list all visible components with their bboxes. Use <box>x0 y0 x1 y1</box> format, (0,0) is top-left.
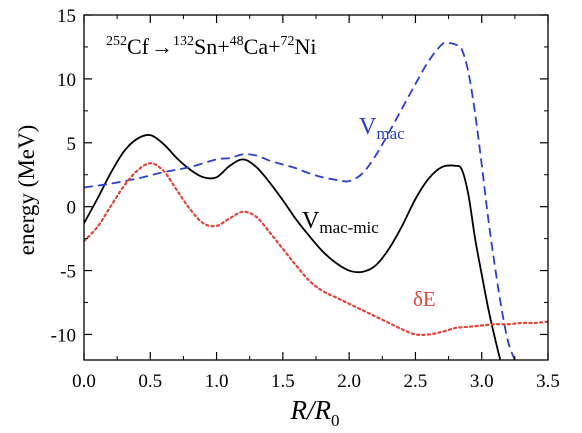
x-tick-label: 1.5 <box>271 371 295 392</box>
y-tick-label: 5 <box>67 134 77 155</box>
reaction-symbol-1: Cf <box>127 34 150 59</box>
axis-layer: 0.0 0.5 1.0 1.5 2.0 2.5 3.0 3.5 -10 -5 0 5 10 15 <box>51 6 560 392</box>
series-label-vmac-mic-sub: mac-mic <box>319 218 379 237</box>
reaction-symbol-2: Sn <box>194 34 217 59</box>
x-axis-title: R/R0 <box>290 395 340 430</box>
series-label-vmac-mic: Vmac-mic <box>302 208 379 237</box>
reaction-mass-3: 48 <box>230 34 244 49</box>
series-layer <box>84 41 548 360</box>
series-delta-e-line <box>84 162 548 337</box>
y-tick-label: 10 <box>57 70 76 91</box>
reaction-symbol-4: Ni <box>295 34 317 59</box>
series-label-vmac-main: V <box>359 114 377 140</box>
reaction-symbol-3: Ca <box>244 34 269 59</box>
reaction-plus-1: + <box>217 34 229 59</box>
reaction-arrow: → <box>151 34 173 59</box>
x-tick-label: 3.5 <box>536 371 560 392</box>
x-tick-label: 2.0 <box>337 371 361 392</box>
reaction-annotation: 252Cf→132Sn+48Ca+72Ni <box>106 34 317 59</box>
y-tick-label: 15 <box>57 6 76 27</box>
x-tick-label: 2.5 <box>404 371 428 392</box>
plot-frame <box>83 14 549 361</box>
series-vmac-mic-line <box>84 134 502 360</box>
x-tick-label: 0.5 <box>138 371 162 392</box>
x-axis-title-sub: 0 <box>331 411 340 430</box>
series-vmac-line <box>84 41 516 360</box>
x-tick-label: 3.0 <box>470 371 494 392</box>
x-tick-label: 1.0 <box>205 371 229 392</box>
y-tick-label: -5 <box>60 262 76 283</box>
series-label-vmac: Vmac <box>359 114 405 143</box>
reaction-mass-4: 72 <box>281 34 295 49</box>
y-tick-label: 0 <box>67 198 77 219</box>
y-tick-label: -10 <box>51 325 76 346</box>
series-label-vmac-mic-main: V <box>302 208 320 234</box>
reaction-plus-2: + <box>268 34 280 59</box>
x-tick-label: 0.0 <box>72 371 96 392</box>
y-axis-title: energy (MeV) <box>14 125 39 256</box>
reaction-mass-1: 252 <box>106 34 127 49</box>
series-label-vmac-sub: mac <box>376 124 405 143</box>
series-label-delta-e: δE <box>413 287 436 311</box>
x-axis-title-main: R/R <box>290 395 332 425</box>
reaction-mass-2: 132 <box>173 34 194 49</box>
